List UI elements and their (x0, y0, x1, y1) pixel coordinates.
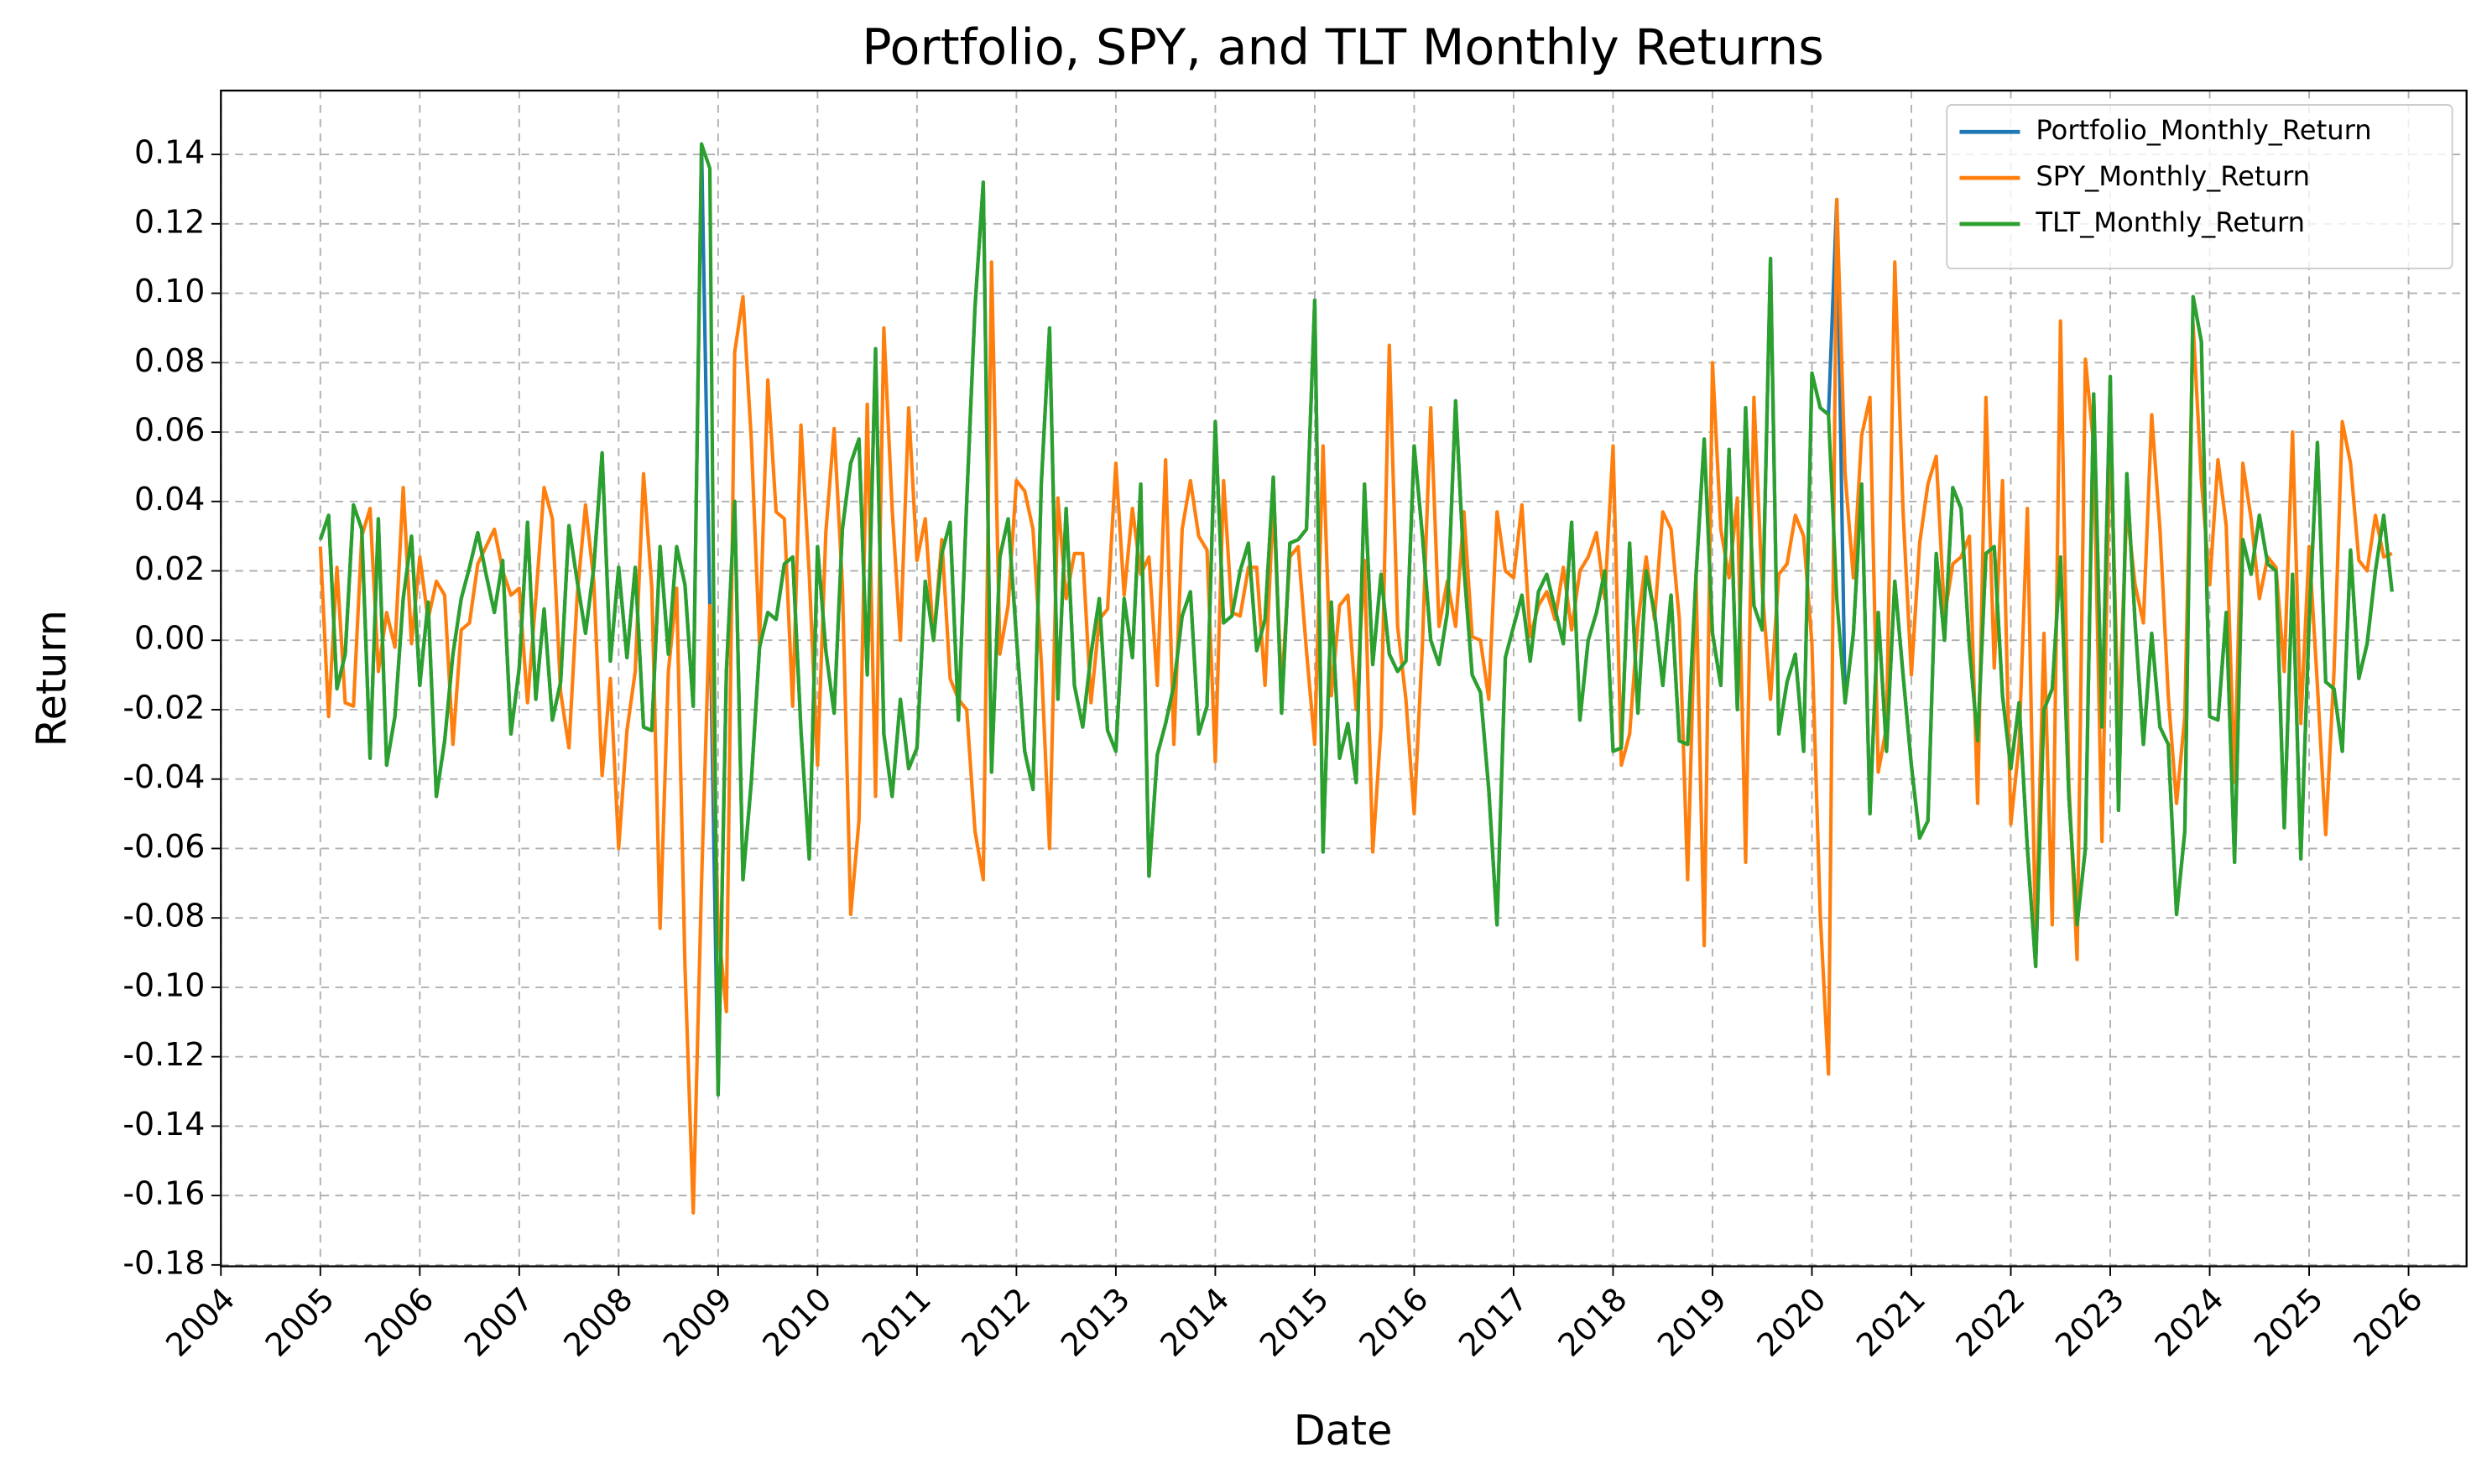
chart-title: Portfolio, SPY, and TLT Monthly Returns (862, 19, 1824, 76)
legend: Portfolio_Monthly_Return SPY_Monthly_Retu… (1946, 104, 2453, 270)
y-tick-label: -0.14 (123, 1106, 205, 1143)
y-tick-label: -0.06 (123, 828, 205, 865)
y-tick-label: 0.08 (134, 342, 205, 379)
y-axis-label: Return (27, 610, 76, 747)
y-tick-label: -0.18 (123, 1244, 205, 1281)
series-line (318, 197, 2393, 1215)
legend-label: TLT_Monthly_Return (2035, 206, 2305, 238)
legend-box (1946, 104, 2453, 270)
y-tick-label: 0.06 (134, 412, 205, 449)
x-axis-label: Date (1294, 1406, 1393, 1455)
y-tick-label: 0.14 (134, 134, 205, 171)
y-tick-label: 0.02 (134, 550, 205, 587)
plot-frame (220, 89, 2468, 1268)
y-tick-label: 0.00 (134, 620, 205, 657)
series-line (318, 142, 2394, 1097)
y-tick-label: -0.08 (123, 898, 205, 935)
y-tick-label: -0.16 (123, 1175, 205, 1212)
legend-label: SPY_Monthly_Return (2036, 160, 2310, 192)
y-tick-label: -0.02 (123, 689, 205, 726)
y-tick-label: -0.12 (123, 1036, 205, 1073)
y-tick-label: 0.10 (134, 273, 205, 310)
y-tick-label: -0.10 (123, 966, 205, 1003)
y-tick-label: 0.12 (134, 203, 205, 240)
y-tick-label: -0.04 (123, 758, 205, 795)
y-tick-label: 0.04 (134, 481, 205, 518)
legend-label: Portfolio_Monthly_Return (2036, 114, 2371, 146)
